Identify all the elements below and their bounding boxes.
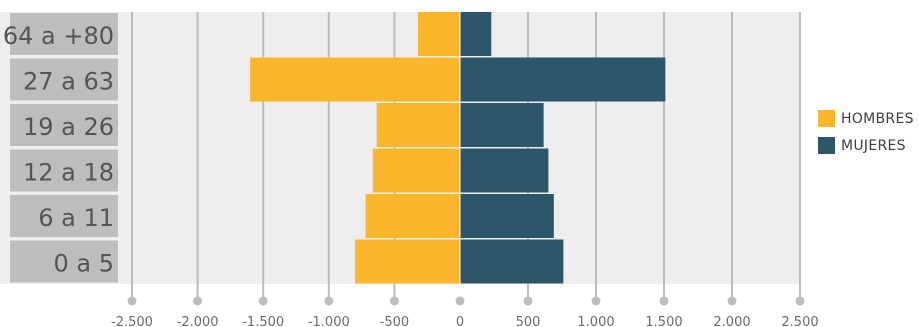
x-tick-label: 0 <box>456 315 464 327</box>
x-tick-label: -2.500 <box>111 315 153 327</box>
x-tick-label: 1.000 <box>577 315 614 327</box>
category-label: 64 a +80 <box>3 22 114 50</box>
tick-dot <box>127 296 137 306</box>
bar-mujeres-64-a-80 <box>460 12 492 56</box>
legend-item-hombres: HOMBRES <box>818 108 914 129</box>
category-label-box <box>10 195 118 237</box>
legend-label-hombres: HOMBRES <box>841 110 914 127</box>
tick-dot <box>455 296 465 306</box>
tick-dot <box>591 296 601 306</box>
legend-swatch-mujeres <box>818 137 835 154</box>
legend-item-mujeres: MUJERES <box>818 135 914 156</box>
category-label-box <box>10 149 118 192</box>
category-label-box <box>10 58 118 101</box>
bar-hombres-27-a-63 <box>250 57 460 102</box>
tick-dot <box>795 296 805 306</box>
bar-mujeres-27-a-63 <box>460 57 666 102</box>
category-label: 19 a 26 <box>23 113 114 141</box>
x-tick-label: 1.500 <box>645 315 682 327</box>
category-label: 0 a 5 <box>53 250 114 278</box>
bar-mujeres-0-a-5 <box>460 239 564 284</box>
x-tick-labels: -2.500 -2.000 -1.500 -1.000 -500 0 500 1.000 1.5… <box>111 315 819 327</box>
bar-mujeres-12-a-18 <box>460 148 549 193</box>
bar-hombres-64-a-80 <box>418 12 460 56</box>
legend-swatch-hombres <box>818 110 835 127</box>
category-label: 12 a 18 <box>23 159 114 187</box>
bars <box>250 12 666 284</box>
tick-dot <box>659 296 669 306</box>
tick-dot <box>258 296 268 306</box>
bar-hombres-12-a-18 <box>372 148 460 193</box>
bar-hombres-19-a-26 <box>376 103 460 147</box>
tick-dot <box>727 296 737 306</box>
tick-dot <box>324 296 334 306</box>
x-tick-label: -1.500 <box>242 315 284 327</box>
category-label: 27 a 63 <box>23 68 114 96</box>
plot-background <box>0 12 800 284</box>
bar-mujeres-6-a-11 <box>460 194 554 238</box>
category-label-box <box>10 240 118 283</box>
x-tick-label: 500 <box>516 315 541 327</box>
category-labels: 0 a 5 6 a 11 12 a 18 19 a 26 27 a 63 64 a +80 <box>3 13 118 283</box>
tick-dot <box>193 296 203 306</box>
category-label-box <box>10 104 118 146</box>
x-tick-label: -2.000 <box>177 315 219 327</box>
legend-label-mujeres: MUJERES <box>841 137 906 154</box>
category-label: 6 a 11 <box>38 204 114 232</box>
bar-mujeres-19-a-26 <box>460 103 544 147</box>
x-tick-label: -1.000 <box>308 315 350 327</box>
tick-dot <box>523 296 533 306</box>
x-tick-label: 2.500 <box>781 315 818 327</box>
tick-dot <box>389 296 399 306</box>
bar-hombres-0-a-5 <box>355 239 460 284</box>
bar-hombres-6-a-11 <box>365 194 460 238</box>
x-tick-label: -500 <box>380 315 410 327</box>
x-tick-label: 2.000 <box>713 315 750 327</box>
legend: HOMBRES MUJERES <box>818 108 914 162</box>
category-label-box <box>10 13 118 55</box>
